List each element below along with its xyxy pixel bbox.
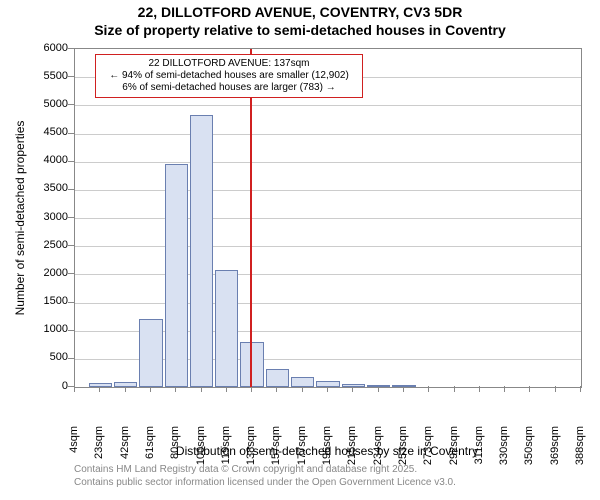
x-tick-label: 330sqm xyxy=(498,426,510,476)
reference-line xyxy=(250,49,252,387)
histogram-bar xyxy=(89,383,112,388)
y-tick-mark xyxy=(68,189,74,190)
gridline-h xyxy=(75,246,581,247)
gridline-h xyxy=(75,274,581,275)
gridline-h xyxy=(75,303,581,304)
gridline-h xyxy=(75,190,581,191)
x-tick-label: 196sqm xyxy=(321,426,333,476)
y-tick-label: 4500 xyxy=(28,126,68,138)
x-tick-mark xyxy=(555,386,556,392)
y-tick-mark xyxy=(68,133,74,134)
gridline-h xyxy=(75,162,581,163)
y-tick-mark xyxy=(68,302,74,303)
histogram-bar xyxy=(190,115,213,387)
y-tick-label: 0 xyxy=(28,380,68,392)
callout-line2: ← 94% of semi-detached houses are smalle… xyxy=(102,70,356,82)
x-tick-label: 350sqm xyxy=(523,426,535,476)
x-tick-label: 311sqm xyxy=(473,426,485,476)
y-tick-mark xyxy=(68,245,74,246)
x-tick-label: 273sqm xyxy=(422,426,434,476)
callout-line1: 22 DILLOTFORD AVENUE: 137sqm xyxy=(102,58,356,70)
y-tick-label: 1000 xyxy=(28,323,68,335)
y-tick-label: 3000 xyxy=(28,211,68,223)
y-tick-label: 2000 xyxy=(28,267,68,279)
x-tick-label: 292sqm xyxy=(448,426,460,476)
callout-box: 22 DILLOTFORD AVENUE: 137sqm ← 94% of se… xyxy=(95,54,363,98)
y-tick-label: 6000 xyxy=(28,42,68,54)
y-tick-label: 3500 xyxy=(28,182,68,194)
gridline-h xyxy=(75,134,581,135)
x-tick-label: 234sqm xyxy=(372,426,384,476)
y-tick-mark xyxy=(68,104,74,105)
histogram-bar xyxy=(215,270,238,387)
histogram-bar xyxy=(139,319,162,387)
chart-container: { "title_line1": "22, DILLOTFORD AVENUE,… xyxy=(0,0,600,500)
histogram-bar xyxy=(291,377,314,387)
y-tick-label: 1500 xyxy=(28,295,68,307)
y-tick-label: 5000 xyxy=(28,98,68,110)
x-tick-mark xyxy=(74,386,75,392)
y-tick-mark xyxy=(68,76,74,77)
x-tick-label: 61sqm xyxy=(144,426,156,476)
y-tick-mark xyxy=(68,358,74,359)
x-tick-label: 369sqm xyxy=(549,426,561,476)
footer-line2: Contains public sector information licen… xyxy=(74,477,456,490)
y-tick-mark xyxy=(68,273,74,274)
histogram-bar xyxy=(367,385,390,387)
x-tick-label: 215sqm xyxy=(346,426,358,476)
y-tick-mark xyxy=(68,330,74,331)
x-tick-label: 4sqm xyxy=(68,426,80,476)
plot-area: 22 DILLOTFORD AVENUE: 137sqm ← 94% of se… xyxy=(74,48,582,388)
x-tick-mark xyxy=(580,386,581,392)
y-tick-mark xyxy=(68,217,74,218)
y-axis-label: Number of semi-detached properties xyxy=(13,49,27,387)
histogram-bar xyxy=(266,369,289,387)
x-tick-label: 157sqm xyxy=(270,426,282,476)
x-tick-label: 138sqm xyxy=(245,426,257,476)
histogram-bar xyxy=(392,385,415,387)
y-tick-mark xyxy=(68,48,74,49)
x-tick-label: 42sqm xyxy=(119,426,131,476)
x-tick-label: 177sqm xyxy=(296,426,308,476)
x-tick-label: 23sqm xyxy=(93,426,105,476)
chart-title-line1: 22, DILLOTFORD AVENUE, COVENTRY, CV3 5DR xyxy=(0,4,600,20)
histogram-bar xyxy=(165,164,188,387)
y-tick-label: 4000 xyxy=(28,154,68,166)
x-tick-mark xyxy=(479,386,480,392)
histogram-bar xyxy=(342,384,365,387)
x-tick-mark xyxy=(454,386,455,392)
y-tick-label: 500 xyxy=(28,351,68,363)
y-tick-label: 5500 xyxy=(28,70,68,82)
x-tick-label: 100sqm xyxy=(195,426,207,476)
x-tick-label: 119sqm xyxy=(220,426,232,476)
x-tick-label: 388sqm xyxy=(574,426,586,476)
x-tick-mark xyxy=(428,386,429,392)
histogram-bar xyxy=(114,382,137,387)
gridline-h xyxy=(75,218,581,219)
y-tick-label: 2500 xyxy=(28,239,68,251)
x-tick-mark xyxy=(504,386,505,392)
x-tick-label: 80sqm xyxy=(169,426,181,476)
x-tick-mark xyxy=(529,386,530,392)
chart-title-line2: Size of property relative to semi-detach… xyxy=(0,22,600,38)
y-tick-mark xyxy=(68,161,74,162)
histogram-bar xyxy=(316,381,339,387)
gridline-h xyxy=(75,105,581,106)
x-tick-label: 253sqm xyxy=(397,426,409,476)
callout-line3: 6% of semi-detached houses are larger (7… xyxy=(102,82,356,94)
